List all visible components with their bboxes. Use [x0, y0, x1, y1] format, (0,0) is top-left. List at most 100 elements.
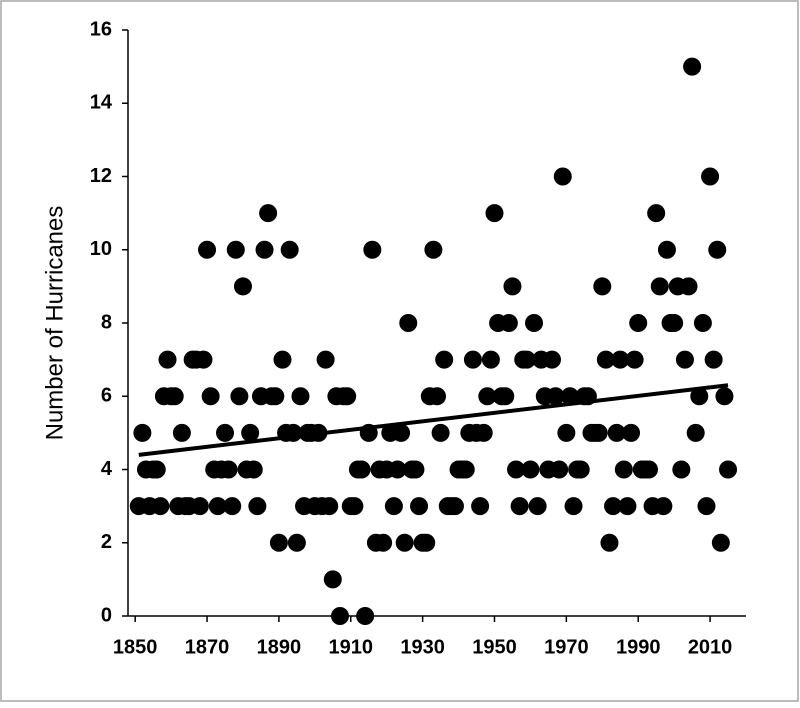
point: [248, 497, 267, 516]
point: [198, 240, 217, 259]
point: [456, 460, 475, 479]
point: [647, 204, 666, 223]
point: [503, 277, 522, 296]
y-tick-label: 6: [101, 385, 112, 407]
point: [474, 423, 493, 442]
point: [384, 497, 403, 516]
point: [622, 423, 641, 442]
point: [704, 350, 723, 369]
point: [374, 533, 393, 552]
point: [600, 533, 619, 552]
point: [478, 387, 497, 406]
point: [172, 423, 191, 442]
point: [485, 204, 504, 223]
point: [719, 460, 738, 479]
point: [589, 423, 608, 442]
point: [230, 387, 249, 406]
point: [625, 350, 644, 369]
point: [399, 314, 418, 332]
point: [345, 497, 364, 516]
point: [392, 423, 411, 442]
point: [657, 240, 676, 259]
point: [553, 167, 572, 186]
point: [241, 423, 260, 442]
point: [255, 240, 274, 259]
point: [517, 350, 536, 369]
point: [560, 387, 579, 406]
point: [356, 607, 375, 625]
point: [650, 277, 669, 296]
point: [701, 167, 720, 186]
point: [665, 314, 684, 332]
point: [194, 350, 213, 369]
point: [693, 314, 712, 332]
point: [406, 460, 425, 479]
point: [471, 497, 490, 516]
point: [352, 460, 371, 479]
point: [147, 460, 166, 479]
point: [165, 387, 184, 406]
point: [679, 277, 698, 296]
x-tick-label: 1970: [544, 636, 589, 658]
point: [330, 607, 349, 625]
point: [445, 497, 464, 516]
y-tick-label: 4: [101, 458, 113, 480]
x-tick-label: 1930: [400, 636, 445, 658]
x-tick-label: 2010: [688, 636, 733, 658]
point: [431, 423, 450, 442]
point: [654, 497, 673, 516]
point: [618, 497, 637, 516]
x-tick-label: 1890: [257, 636, 302, 658]
point: [510, 497, 529, 516]
point: [424, 240, 443, 259]
x-tick-label: 1990: [616, 636, 661, 658]
point: [521, 460, 540, 479]
x-tick-label: 1910: [329, 636, 374, 658]
point: [711, 533, 730, 552]
point: [287, 533, 306, 552]
y-tick-label: 0: [101, 604, 112, 626]
point: [151, 497, 170, 516]
y-tick-label: 14: [90, 92, 113, 114]
point: [507, 460, 526, 479]
point: [223, 497, 242, 516]
point: [481, 350, 500, 369]
point: [542, 350, 561, 369]
point: [629, 314, 648, 332]
point: [266, 387, 285, 406]
point: [611, 350, 630, 369]
point: [133, 423, 152, 442]
point: [219, 460, 238, 479]
point: [557, 423, 576, 442]
point: [226, 240, 245, 259]
point: [316, 350, 335, 369]
point: [639, 460, 658, 479]
point: [417, 533, 436, 552]
y-axis-label: Number of Hurricanes: [41, 206, 68, 441]
point: [338, 387, 357, 406]
point: [593, 277, 612, 296]
point: [604, 497, 623, 516]
point: [323, 570, 342, 589]
point: [190, 497, 209, 516]
point: [672, 460, 691, 479]
point: [208, 497, 227, 516]
point: [233, 277, 252, 296]
x-tick-label: 1870: [185, 636, 230, 658]
point: [528, 497, 547, 516]
point: [546, 387, 565, 406]
point: [201, 387, 220, 406]
point: [259, 204, 278, 223]
y-tick-label: 10: [90, 238, 112, 260]
point: [435, 350, 454, 369]
trend-line: [138, 383, 729, 457]
point: [683, 57, 702, 76]
point: [463, 350, 482, 369]
point: [395, 533, 414, 552]
point: [291, 387, 310, 406]
point: [675, 350, 694, 369]
point: [496, 387, 515, 406]
y-tick-label: 12: [90, 165, 112, 187]
